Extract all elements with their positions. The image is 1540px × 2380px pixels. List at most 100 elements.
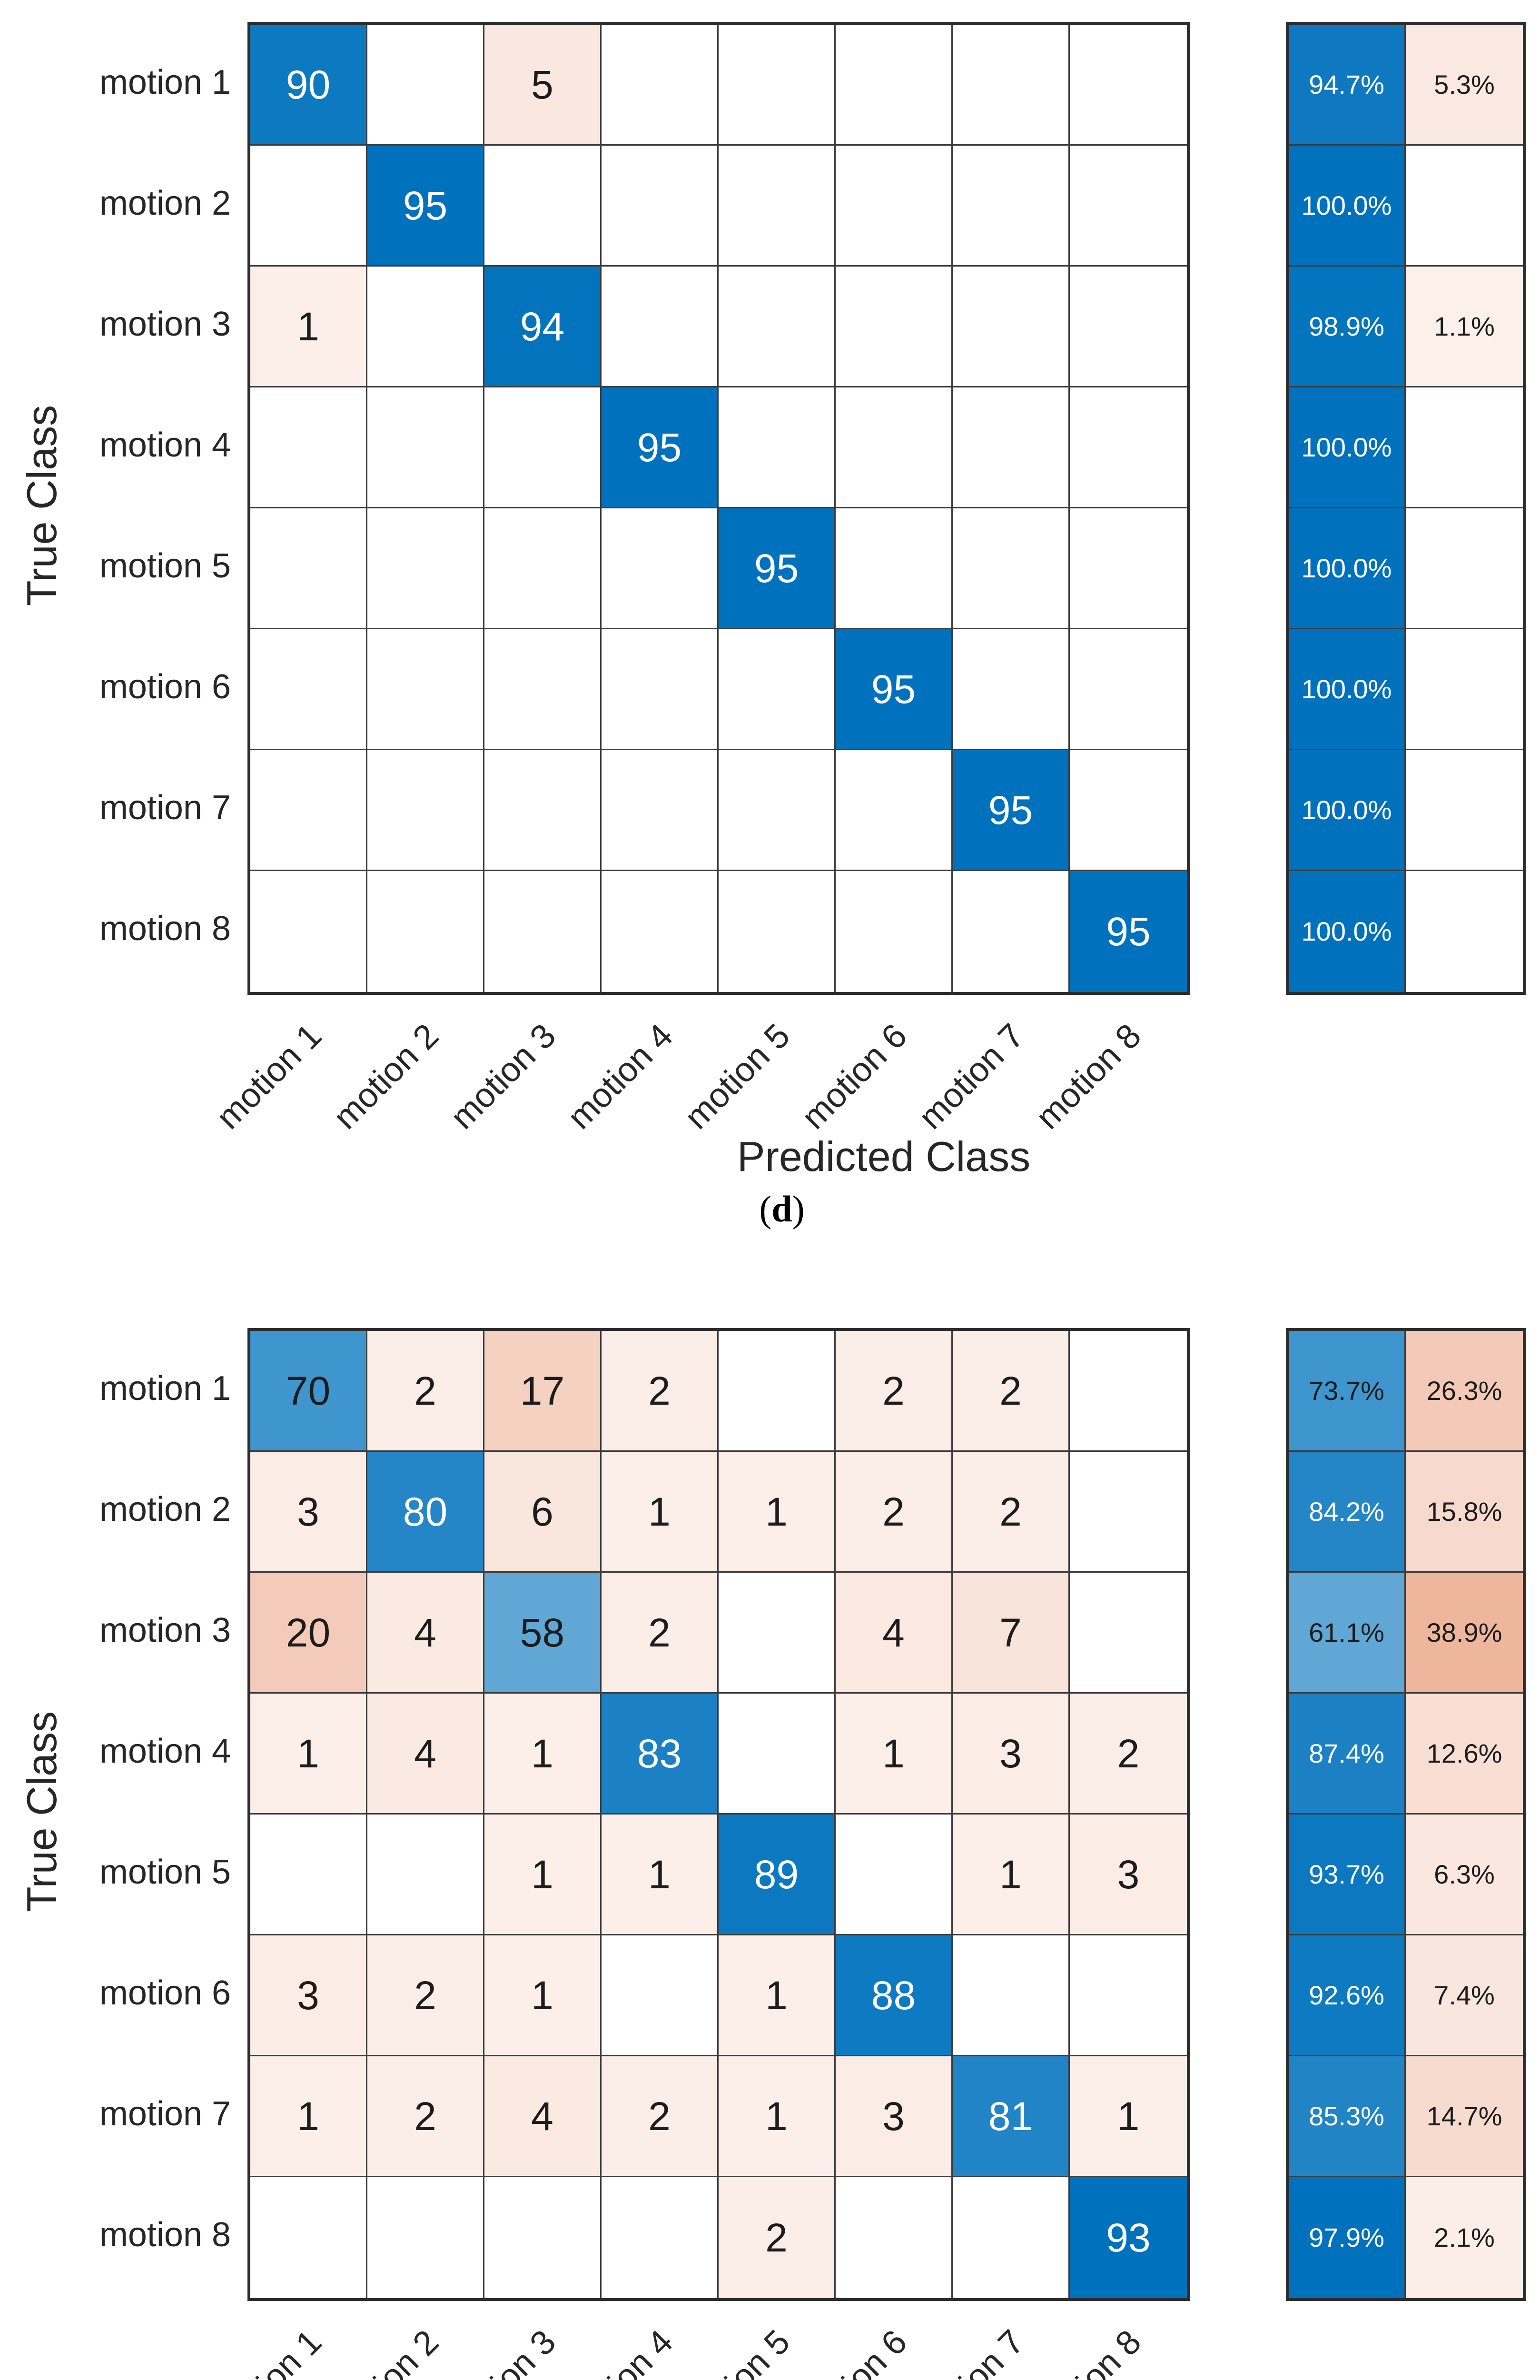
matrix-cell-r1-c4 [602, 25, 719, 146]
matrix-cell-r8-c7 [953, 2177, 1070, 2298]
matrix-cell-r5-c6 [836, 1815, 953, 1935]
matrix-cell-r2-c1: 3 [250, 1452, 367, 1573]
row-label-motion-5: motion 5 [99, 547, 231, 585]
column-label-motion-5: motion 5 [677, 2323, 797, 2380]
matrix-grid: 70 2 17 2 2 2 3 80 6 1 1 2 2 20 4 58 2 4 7 1 4 1 83 1 3 2 1 1 89 1 3 3 2… [247, 1328, 1190, 2301]
row-label-motion-2: motion 2 [99, 1490, 231, 1528]
matrix-cell-r8-c8: 93 [1070, 2177, 1187, 2298]
matrix-cell-r4-c7: 3 [953, 1694, 1070, 1815]
matrix-cell-r2-c5 [719, 146, 836, 267]
matrix-cell-r7-c1: 1 [250, 2056, 367, 2177]
column-label-motion-2: motion 2 [326, 1016, 446, 1137]
matrix-cell-r6-c7 [953, 1935, 1070, 2056]
matrix-cell-r8-c7 [953, 871, 1070, 992]
matrix-cell-r4-c4: 83 [602, 1694, 719, 1815]
matrix-cell-r6-c2 [367, 629, 484, 750]
matrix-cell-r8-c4 [602, 2177, 719, 2298]
summary-incorrect-cell-r5: 6.3% [1406, 1815, 1523, 1935]
summary-correct-cell-r3: 61.1% [1289, 1573, 1406, 1694]
matrix-cell-r8-c3 [484, 871, 602, 992]
matrix-cell-r5-c5: 95 [719, 508, 836, 629]
matrix-cell-r3-c6 [836, 267, 953, 387]
row-label-motion-7: motion 7 [99, 789, 231, 827]
summary-correct-cell-r5: 93.7% [1289, 1815, 1406, 1935]
matrix-cell-r1-c1: 90 [250, 25, 367, 146]
matrix-cell-r1-c8 [1070, 25, 1187, 146]
matrix-cell-r5-c7: 1 [953, 1815, 1070, 1935]
matrix-cell-r5-c3: 1 [484, 1815, 602, 1935]
column-label-motion-1: motion 1 [209, 1016, 329, 1137]
matrix-cell-r4-c5 [719, 1694, 836, 1815]
matrix-cell-r1-c4: 2 [602, 1331, 719, 1452]
summary-incorrect-cell-r8: 2.1% [1406, 2177, 1523, 2298]
row-label-motion-8: motion 8 [99, 910, 231, 948]
summary-correct-cell-r2: 84.2% [1289, 1452, 1406, 1573]
column-label-motion-8: motion 8 [1028, 1016, 1149, 1137]
summary-incorrect-cell-r6: 7.4% [1406, 1935, 1523, 2056]
matrix-cell-r3-c7 [953, 267, 1070, 387]
matrix-cell-r8-c1 [250, 871, 367, 992]
caption-paren-open: ( [759, 1188, 772, 1230]
matrix-cell-r8-c6 [836, 2177, 953, 2298]
matrix-cell-r4-c8: 2 [1070, 1694, 1187, 1815]
row-label-motion-4: motion 4 [99, 1732, 231, 1770]
matrix-cell-r7-c7: 81 [953, 2056, 1070, 2177]
summary-correct-cell-r1: 94.7% [1289, 25, 1406, 146]
matrix-cell-r7-c7: 95 [953, 750, 1070, 871]
matrix-cell-r5-c8: 3 [1070, 1815, 1187, 1935]
summary-correct-cell-r7: 100.0% [1289, 750, 1406, 871]
summary-correct-cell-r3: 98.9% [1289, 267, 1406, 387]
matrix-cell-r5-c1 [250, 1815, 367, 1935]
summary-correct-cell-r4: 87.4% [1289, 1694, 1406, 1815]
summary-incorrect-cell-r3: 38.9% [1406, 1573, 1523, 1694]
matrix-cell-r5-c1 [250, 508, 367, 629]
matrix-cell-r1-c8 [1070, 1331, 1187, 1452]
matrix-cell-r1-c3: 5 [484, 25, 602, 146]
matrix-cell-r8-c4 [602, 871, 719, 992]
summary-correct-cell-r1: 73.7% [1289, 1331, 1406, 1452]
matrix-cell-r3-c7: 7 [953, 1573, 1070, 1694]
summary-incorrect-cell-r1: 26.3% [1406, 1331, 1523, 1452]
matrix-cell-r4-c3 [484, 387, 602, 508]
column-label-motion-8: motion 8 [1028, 2323, 1148, 2380]
matrix-cell-r4-c4: 95 [602, 387, 719, 508]
matrix-cell-r2-c4 [602, 146, 719, 267]
matrix-cell-r3-c5 [719, 267, 836, 387]
row-label-motion-8: motion 8 [99, 2216, 231, 2254]
matrix-cell-r6-c6: 88 [836, 1935, 953, 2056]
matrix-cell-r2-c7 [953, 146, 1070, 267]
matrix-cell-r8-c5: 2 [719, 2177, 836, 2298]
matrix-cell-r6-c4 [602, 629, 719, 750]
column-label-motion-5: motion 5 [677, 1016, 798, 1137]
matrix-cell-r3-c1: 20 [250, 1573, 367, 1694]
row-label-motion-1: motion 1 [99, 1369, 231, 1408]
matrix-cell-r2-c5: 1 [719, 1452, 836, 1573]
matrix-cell-r3-c3: 58 [484, 1573, 602, 1694]
summary-correct-cell-r8: 97.9% [1289, 2177, 1406, 2298]
matrix-cell-r1-c6 [836, 25, 953, 146]
matrix-cell-r2-c2: 95 [367, 146, 484, 267]
row-label-motion-2: motion 2 [99, 184, 231, 222]
matrix-cell-r7-c6: 3 [836, 2056, 953, 2177]
summary-correct-cell-r5: 100.0% [1289, 508, 1406, 629]
matrix-cell-r6-c8 [1070, 629, 1187, 750]
matrix-cell-r3-c1: 1 [250, 267, 367, 387]
summary-incorrect-cell-r5 [1406, 508, 1523, 629]
matrix-cell-r6-c6: 95 [836, 629, 953, 750]
summary-incorrect-cell-r7 [1406, 750, 1523, 871]
matrix-cell-r1-c5 [719, 25, 836, 146]
matrix-cell-r3-c3: 94 [484, 267, 602, 387]
column-label-motion-3: motion 3 [443, 1016, 563, 1137]
row-label-motion-3: motion 3 [99, 1611, 231, 1649]
summary-incorrect-cell-r3: 1.1% [1406, 267, 1523, 387]
matrix-cell-r6-c1: 3 [250, 1935, 367, 2056]
column-label-motion-7: motion 7 [911, 2323, 1031, 2380]
matrix-cell-r4-c3: 1 [484, 1694, 602, 1815]
matrix-cell-r7-c2 [367, 750, 484, 871]
row-summary-grid: 73.7% 26.3% 84.2% 15.8% 61.1% 38.9% 87.4% 12.6%… [1286, 1328, 1526, 2301]
column-label-motion-1: motion 1 [209, 2323, 329, 2380]
matrix-cell-r6-c4 [602, 1935, 719, 2056]
confusion-matrix-chart-e: True Class motion 1 motion 2 motion 3 motio… [0, 1306, 1540, 2380]
matrix-cell-r7-c2: 2 [367, 2056, 484, 2177]
column-label-motion-7: motion 7 [911, 1016, 1032, 1137]
